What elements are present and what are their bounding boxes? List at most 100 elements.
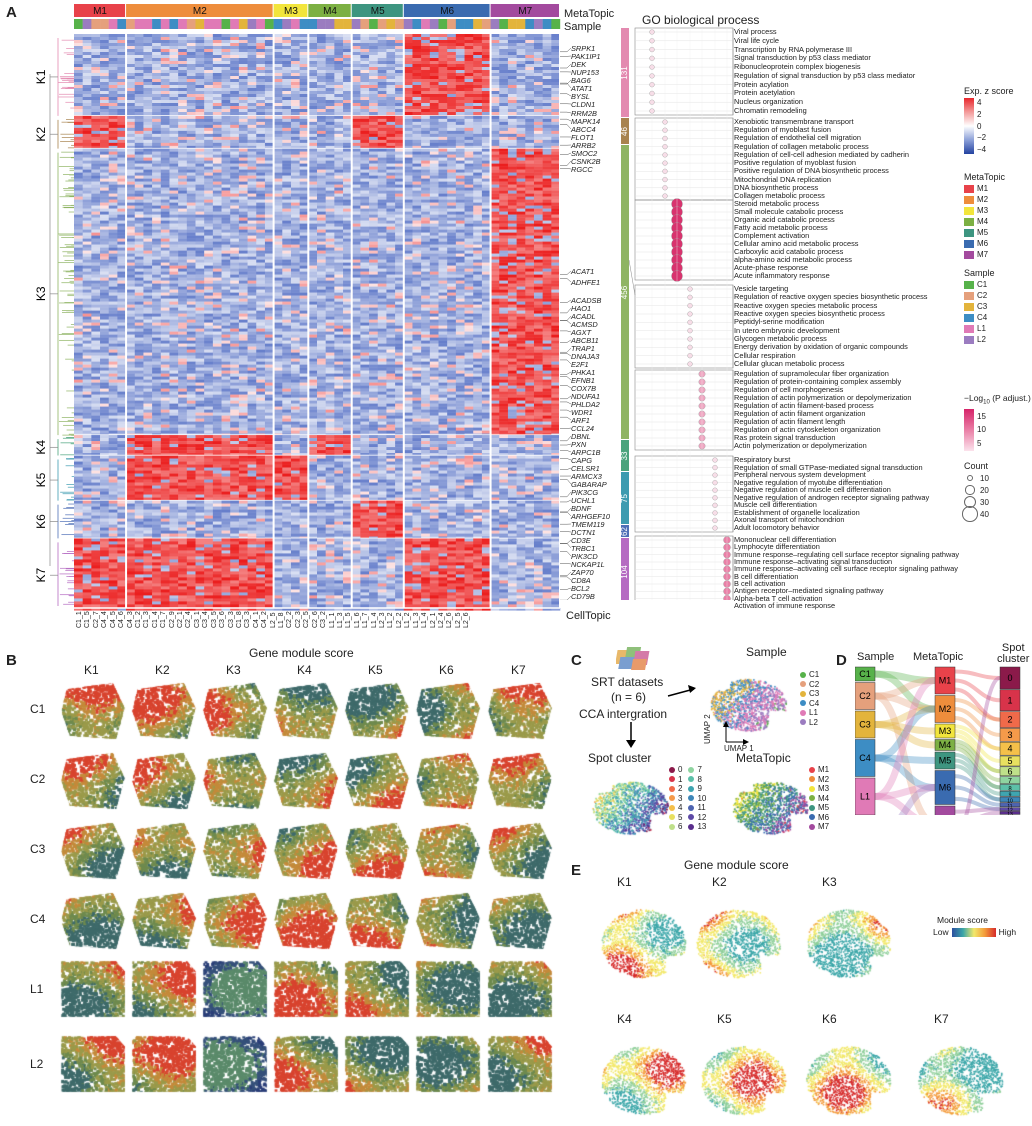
heatmap-cell: [100, 202, 110, 206]
heatmap-cell: [186, 112, 196, 116]
heatmap-cell: [395, 199, 405, 203]
heatmap-cell: [126, 187, 136, 191]
heatmap-cell: [525, 250, 535, 254]
heatmap-cell: [525, 172, 535, 176]
heatmap-cell: [238, 67, 248, 71]
heatmap-cell: [360, 253, 370, 257]
heatmap-cell: [212, 64, 222, 68]
heatmap-cell: [403, 43, 413, 47]
heatmap-cell: [256, 226, 266, 230]
heatmap-cell: [143, 106, 153, 110]
heatmap-cell: [143, 193, 153, 197]
heatmap-cell: [212, 91, 222, 95]
heatmap-cell: [152, 280, 162, 284]
heatmap-cell: [421, 193, 431, 197]
heatmap-cell: [238, 115, 248, 120]
heatmap-cell: [343, 34, 353, 38]
heatmap-cell: [299, 211, 309, 215]
heatmap-cell: [117, 163, 127, 167]
heatmap-cell: [542, 94, 552, 98]
heatmap-cell: [395, 112, 405, 116]
heatmap-cell: [91, 61, 101, 65]
heatmap-cell: [247, 73, 257, 77]
heatmap-cell: [369, 52, 379, 56]
heatmap-cell: [308, 190, 318, 194]
heatmap-cell: [247, 76, 257, 80]
heatmap-cell: [490, 289, 500, 293]
heatmap-cell: [334, 268, 344, 272]
heatmap-cell: [152, 49, 162, 53]
heatmap-cell: [143, 88, 153, 92]
heatmap-cell: [178, 85, 188, 89]
heatmap-cell: [143, 220, 153, 224]
heatmap-cell: [455, 148, 465, 152]
heatmap-cell: [377, 46, 387, 50]
heatmap-cell: [264, 64, 274, 68]
heatmap-cell: [152, 91, 162, 95]
heatmap-cell: [282, 97, 292, 101]
heatmap-cell: [516, 235, 526, 239]
heatmap-cell: [403, 124, 413, 129]
heatmap-cell: [542, 139, 552, 144]
heatmap-cell: [360, 115, 370, 120]
heatmap-cell: [178, 46, 188, 50]
heatmap-cell: [134, 91, 144, 95]
heatmap-cell: [126, 58, 136, 62]
heatmap-cell: [490, 142, 500, 147]
heatmap-cell: [126, 175, 136, 179]
heatmap-cell: [481, 76, 491, 80]
heatmap-cell: [481, 85, 491, 89]
heatmap-cell: [429, 100, 439, 104]
heatmap-cell: [438, 277, 448, 281]
heatmap-cell: [117, 97, 127, 101]
heatmap-cell: [238, 106, 248, 110]
heatmap-cell: [429, 181, 439, 185]
heatmap-cell: [108, 202, 118, 206]
heatmap-cell: [438, 208, 448, 212]
heatmap-cell: [412, 241, 422, 245]
heatmap-cell: [264, 91, 274, 95]
heatmap-cell: [395, 49, 405, 53]
heatmap-cell: [126, 37, 136, 41]
heatmap-cell: [403, 181, 413, 185]
heatmap-cell: [178, 193, 188, 197]
heatmap-cell: [143, 103, 153, 107]
heatmap-cell: [386, 223, 396, 227]
heatmap-cell: [186, 244, 196, 248]
heatmap-cell: [134, 37, 144, 41]
heatmap-cell: [516, 289, 526, 293]
heatmap-cell: [421, 55, 431, 59]
heatmap-cell: [481, 79, 491, 83]
heatmap-cell: [91, 136, 101, 141]
heatmap-cell: [256, 109, 266, 113]
heatmap-cell: [464, 61, 474, 65]
heatmap-cell: [343, 181, 353, 185]
heatmap-cell: [429, 247, 439, 251]
heatmap-cell: [273, 181, 283, 185]
heatmap-cell: [403, 46, 413, 50]
heatmap-cell: [447, 166, 457, 170]
heatmap-cell: [117, 202, 127, 206]
heatmap-cell: [273, 46, 283, 50]
heatmap-cell: [308, 34, 318, 38]
heatmap-cell: [403, 205, 413, 209]
heatmap-cell: [178, 175, 188, 179]
heatmap-cell: [499, 253, 509, 257]
heatmap-cell: [447, 256, 457, 260]
heatmap-cell: [369, 175, 379, 179]
heatmap-cell: [386, 148, 396, 152]
heatmap-cell: [134, 88, 144, 92]
metatopic-bar-M7: [490, 4, 559, 17]
heatmap-cell: [447, 151, 457, 155]
heatmap-cell: [91, 70, 101, 74]
heatmap-cell: [186, 121, 196, 126]
heatmap-cell: [533, 253, 543, 257]
heatmap-cell: [195, 160, 205, 164]
heatmap-cell: [334, 274, 344, 278]
heatmap-cell: [134, 187, 144, 191]
heatmap-cell: [134, 43, 144, 47]
heatmap-cell: [343, 262, 353, 266]
sample-cell: [126, 19, 135, 29]
heatmap-cell: [126, 52, 136, 56]
heatmap-cell: [533, 193, 543, 197]
